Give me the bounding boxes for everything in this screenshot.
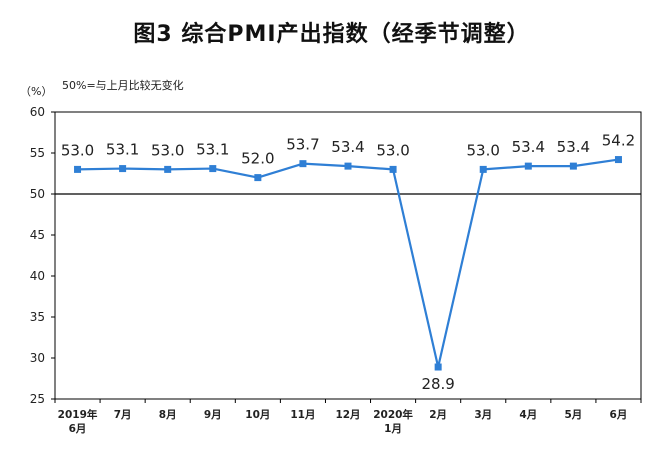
y-tick-label: 25	[30, 392, 45, 406]
data-point	[74, 165, 82, 173]
data-label: 53.7	[286, 136, 319, 154]
data-point	[524, 162, 532, 170]
y-tick-label: 55	[30, 146, 45, 160]
data-point	[479, 165, 487, 173]
data-point	[569, 162, 577, 170]
y-tick-label: 50	[30, 187, 45, 201]
data-point	[344, 162, 352, 170]
x-tick-label: 2020年	[373, 408, 413, 421]
data-label: 53.0	[61, 141, 94, 159]
data-point	[389, 165, 397, 173]
x-axis-ticks: 2019年 6月 7月 8月 9月 10月 11月 12月 2020年 1月 2月 3月 4月 5月 6月	[54, 399, 642, 435]
chart-title: 图3 综合PMI产出指数（经季节调整）	[133, 22, 530, 47]
data-label: 54.2	[602, 132, 635, 150]
x-tick-label: 5月	[564, 409, 582, 421]
data-label: 52.0	[241, 150, 274, 168]
data-point	[434, 363, 442, 371]
data-label: 53.4	[331, 138, 364, 156]
x-tick-label: 4月	[519, 409, 537, 421]
data-point	[209, 165, 217, 173]
data-point-markers	[74, 156, 622, 371]
data-label: 53.0	[376, 141, 409, 159]
y-axis-unit-label: （%）	[20, 85, 52, 98]
x-tick-label: 6月	[610, 409, 628, 421]
x-tick-label: 10月	[245, 409, 270, 421]
x-tick-label: 7月	[114, 409, 132, 421]
x-tick-label: 6月	[69, 423, 87, 435]
data-label: 53.0	[467, 141, 500, 159]
data-label: 53.1	[106, 141, 139, 159]
data-label: 28.9	[421, 375, 454, 393]
x-tick-label: 1月	[384, 423, 402, 435]
x-tick-label: 9月	[204, 409, 222, 421]
x-tick-label: 12月	[335, 409, 360, 421]
x-tick-label: 2月	[429, 409, 447, 421]
y-tick-label: 30	[30, 351, 45, 365]
plot-frame	[54, 111, 642, 400]
data-point	[254, 174, 262, 182]
data-point	[614, 156, 622, 164]
data-point	[119, 165, 127, 173]
y-tick-label: 45	[30, 228, 45, 242]
x-tick-label: 3月	[474, 409, 492, 421]
y-tick-label: 60	[30, 105, 45, 119]
data-label: 53.1	[196, 141, 229, 159]
y-tick-label: 40	[30, 269, 45, 283]
data-label: 53.0	[151, 141, 184, 159]
x-tick-label: 8月	[159, 409, 177, 421]
x-tick-label: 2019年	[58, 408, 98, 421]
y-axis-ticks: 25 30 35 40 45 50 55 60	[30, 105, 55, 406]
data-point	[299, 160, 307, 168]
x-tick-label: 11月	[290, 409, 315, 421]
data-label: 53.4	[557, 138, 590, 156]
data-point	[164, 165, 172, 173]
y-tick-label: 35	[30, 310, 45, 324]
pmi-series-line	[77, 158, 619, 369]
baseline-note: 50%=与上月比较无变化	[62, 78, 184, 92]
data-labels: 53.0 53.1 53.0 53.1 52.0 53.7 53.4 53.0 28.9 53.0…	[61, 132, 635, 393]
data-label: 53.4	[512, 138, 545, 156]
